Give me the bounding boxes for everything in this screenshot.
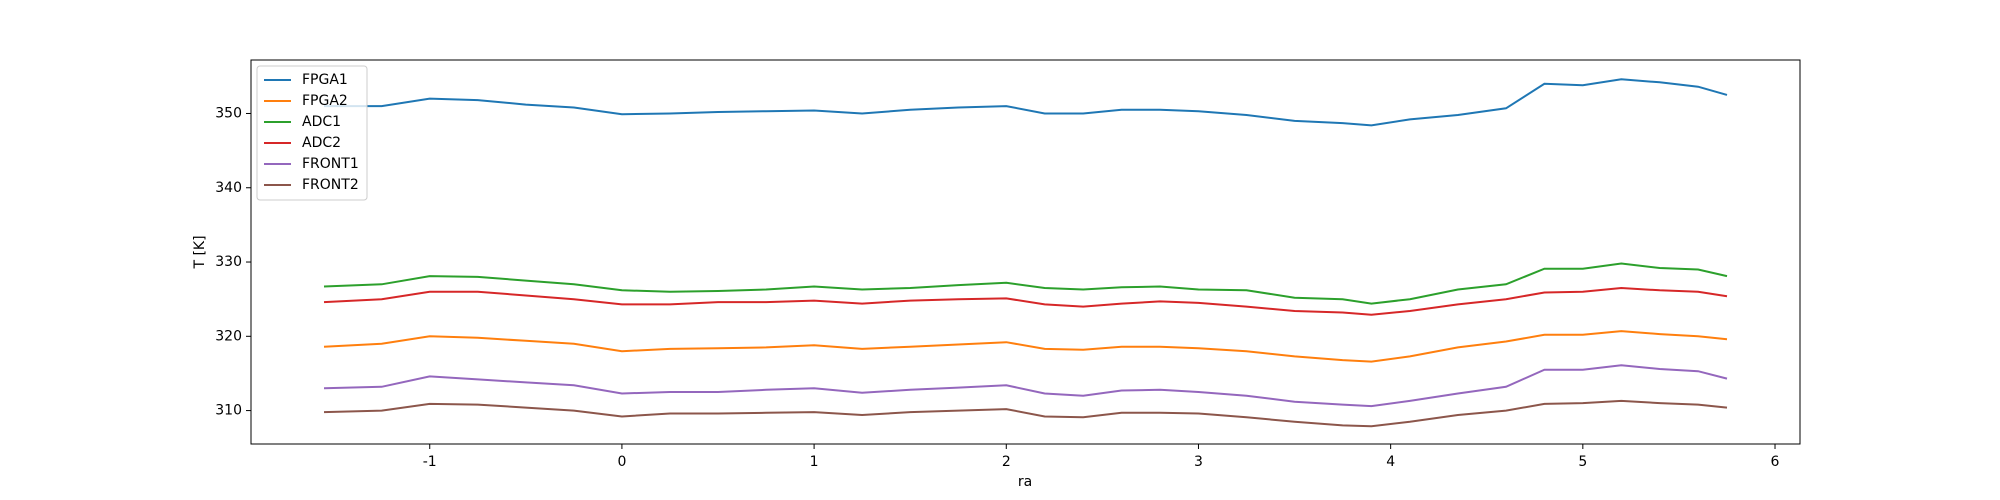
y-axis-label: T [K] <box>192 235 208 269</box>
x-tick-label: 5 <box>1578 454 1587 470</box>
y-tick-label: 310 <box>215 403 242 419</box>
x-axis-label: ra <box>1018 474 1032 490</box>
legend-label: FRONT1 <box>302 156 359 172</box>
y-tick-label: 330 <box>215 254 242 270</box>
x-tick-label: 4 <box>1386 454 1395 470</box>
x-tick-label: -1 <box>423 454 437 470</box>
series-line <box>323 262 1728 305</box>
x-tick-label: 6 <box>1771 454 1780 470</box>
series-line <box>323 286 1728 316</box>
legend-label: FPGA2 <box>302 93 348 109</box>
y-tick-label: 320 <box>215 328 242 344</box>
legend-label: FPGA1 <box>302 72 348 88</box>
y-tick-label: 350 <box>215 105 242 121</box>
series-line <box>323 330 1728 363</box>
plot-frame <box>250 59 1801 445</box>
legend-label: ADC2 <box>302 135 341 151</box>
series-line <box>324 78 1728 127</box>
legend: FPGA1 FPGA2 ADC1 ADC2 FRONT1 FRONT2 <box>256 65 368 201</box>
legend-box <box>256 65 368 201</box>
x-tick-label: 1 <box>810 454 819 470</box>
series-line <box>323 364 1728 408</box>
legend-label: ADC1 <box>302 114 341 130</box>
y-tick-label: 340 <box>215 180 242 196</box>
series-line <box>323 399 1728 428</box>
legend-label: FRONT2 <box>302 177 359 193</box>
x-tick-label: 0 <box>617 454 626 470</box>
x-tick-label: 3 <box>1194 454 1203 470</box>
x-tick-label: 2 <box>1002 454 1011 470</box>
